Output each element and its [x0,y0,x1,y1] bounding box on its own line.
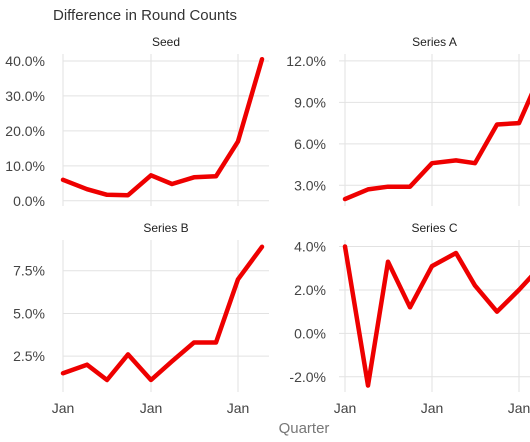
y-tick-label: 10.0% [5,158,45,174]
x-tick-label: Jan [227,400,250,416]
series-line [60,244,265,383]
y-tick-label: 2.0% [294,282,326,298]
y-tick-label: 20.0% [5,123,45,139]
panels: Seed 0.0% 10.0% 20.0% 30.0% 40.0% Series A 3.0%… [5,35,530,416]
panel-title: Series C [411,221,457,235]
x-axis-label: Quarter [279,420,330,437]
panel-series-c: Series C -2.0% 0.0% 2.0% 4.0% Jan Jan Jan [289,221,530,416]
y-tick-label: 12.0% [286,53,326,69]
chart-title: Difference in Round Counts [53,7,237,24]
series-line [60,56,265,198]
y-tick-label: 0.0% [294,325,326,341]
y-tick-label: 5.0% [13,305,45,321]
panel-title: Seed [152,35,180,49]
x-tick-label: Jan [508,400,530,416]
panel-title: Series A [412,35,457,49]
x-tick-label: Jan [334,400,357,416]
x-tick-label: Jan [140,400,163,416]
series-line [342,92,530,202]
x-tick-label: Jan [52,400,75,416]
panel-title: Series B [143,221,188,235]
y-tick-label: 3.0% [294,177,326,193]
y-tick-label: 2.5% [13,348,45,364]
y-tick-label: 9.0% [294,94,326,110]
panel-series-b: Series B 2.5% 5.0% 7.5% Jan Jan Jan [13,221,269,416]
y-tick-label: 4.0% [294,239,326,255]
y-tick-label: 6.0% [294,136,326,152]
series-line [342,244,530,388]
y-tick-label: 40.0% [5,53,45,69]
y-tick-label: 0.0% [13,193,45,209]
y-tick-label: 7.5% [13,263,45,279]
y-tick-label: 30.0% [5,88,45,104]
panel-series-a: Series A 3.0% 6.0% 9.0% 12.0% [286,35,530,206]
panel-seed: Seed 0.0% 10.0% 20.0% 30.0% 40.0% [5,35,269,209]
y-tick-label: -2.0% [289,369,326,385]
x-tick-label: Jan [421,400,444,416]
